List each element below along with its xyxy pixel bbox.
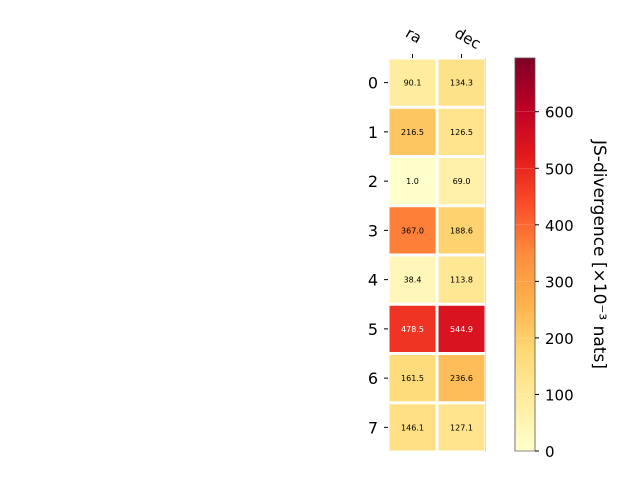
colorbar-tick-label: 500 [545, 160, 574, 178]
heatmap-cell [437, 402, 486, 452]
cell-value-label: 90.1 [404, 79, 422, 88]
cell-value-label: 478.5 [401, 325, 424, 334]
colorbar-gradient [514, 57, 536, 452]
heatmap-cell [437, 58, 486, 108]
colorbar-tick-label: 200 [545, 330, 574, 348]
heatmap-cell [388, 58, 437, 108]
row-labels: 0 1 2 3 4 5 6 7 [368, 74, 388, 437]
heatmap-cell [388, 107, 437, 157]
cell-value-label: 134.3 [450, 79, 473, 88]
cell-value-label: 113.8 [450, 276, 473, 285]
heatmap-cells: 90.1 134.3 216.5 126.5 1.0 69.0 367.0 188.6 38.4… [388, 58, 486, 452]
colorbar-tick-label: 300 [545, 273, 574, 291]
colorbar-tick-label: 400 [545, 217, 574, 235]
colorbar-ticks: 0 100 200 300 400 500 600 [515, 104, 574, 461]
row-label: 5 [368, 320, 378, 339]
heatmap-cell [388, 402, 437, 452]
cell-value-label: 161.5 [401, 374, 424, 383]
column-label: dec [452, 24, 484, 53]
cell-value-label: 38.4 [404, 276, 422, 285]
colorbar-label: JS-divergence [×10⁻³ nats] [589, 139, 609, 369]
cell-value-label: 126.5 [450, 128, 473, 137]
row-label: 4 [368, 271, 378, 290]
heatmap-cell [388, 255, 437, 305]
heatmap-cell [437, 156, 486, 206]
colorbar: 0 100 200 300 400 500 600 JS-divergence [×10⁻³… [514, 57, 609, 461]
cell-value-label: 127.1 [450, 423, 473, 432]
row-label: 2 [368, 172, 378, 191]
colorbar-tick-label: 600 [545, 104, 574, 122]
heatmap-cell [388, 205, 437, 255]
colorbar-tick-label: 100 [545, 386, 574, 404]
row-label: 3 [368, 221, 378, 240]
cell-value-label: 146.1 [401, 423, 424, 432]
row-label: 0 [368, 74, 378, 93]
heatmap-cell [388, 304, 437, 354]
column-labels: ra dec [403, 24, 484, 58]
heatmap-cell [437, 304, 486, 354]
heatmap-cell [437, 255, 486, 305]
column-label: ra [403, 24, 425, 47]
cell-value-label: 188.6 [450, 226, 473, 235]
colorbar-tick-label: 0 [545, 443, 555, 461]
cell-value-label: 69.0 [453, 177, 471, 186]
heatmap-cell [388, 156, 437, 206]
cell-value-label: 216.5 [401, 128, 424, 137]
cell-value-label: 367.0 [401, 226, 424, 235]
cell-value-label: 1.0 [406, 177, 419, 186]
heatmap-cell [437, 205, 486, 255]
row-label: 6 [368, 369, 378, 388]
row-label: 7 [368, 418, 378, 437]
cell-value-label: 544.9 [450, 325, 473, 334]
cell-value-label: 236.6 [450, 374, 473, 383]
heatmap-cell [388, 353, 437, 403]
heatmap-cell [437, 353, 486, 403]
row-label: 1 [368, 123, 378, 142]
